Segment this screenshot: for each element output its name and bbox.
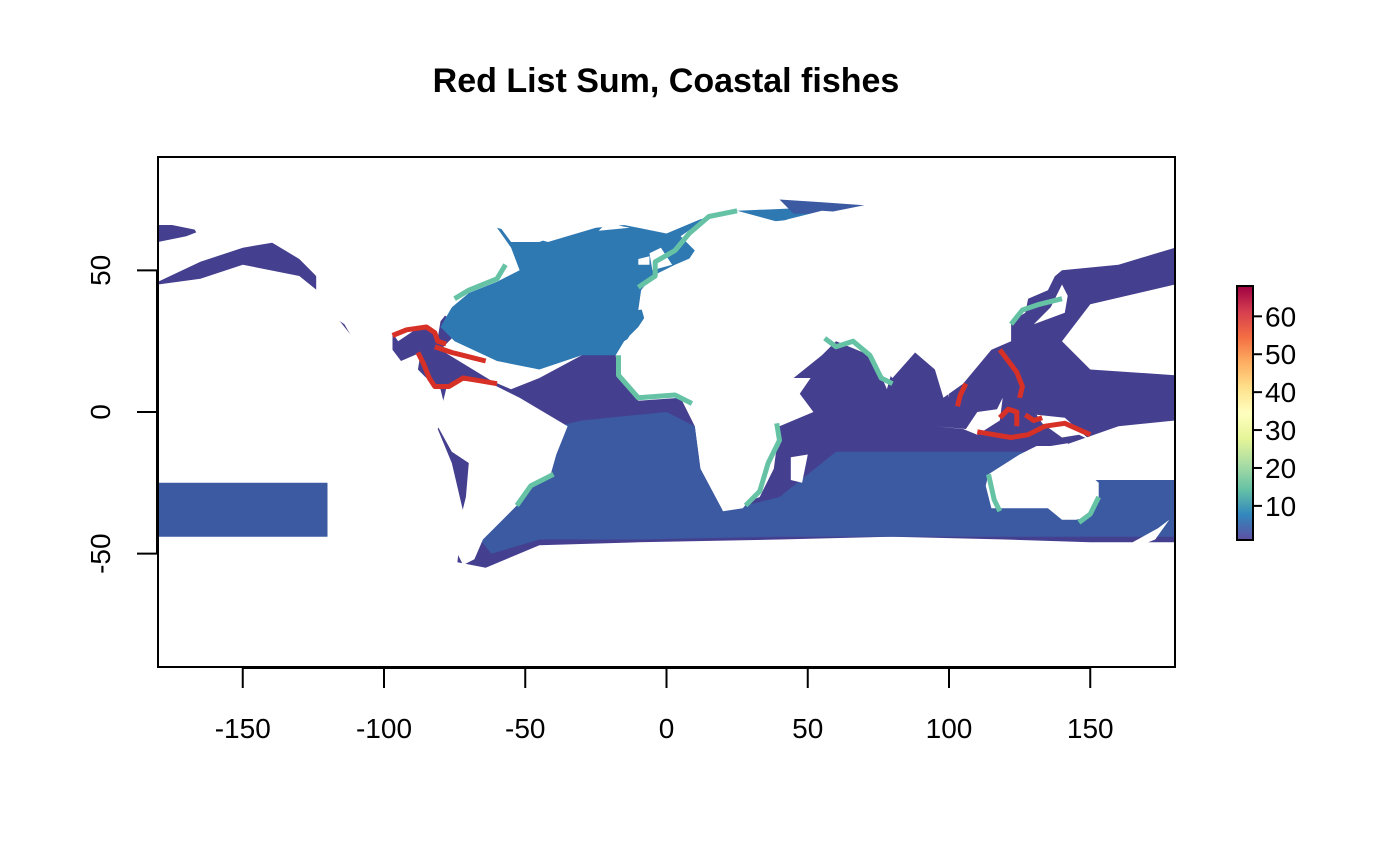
coastal-band-mid [514,472,555,507]
coastal-band-high [997,348,1025,399]
x-tick-label: 50 [792,713,823,744]
coastal-band-mid [616,355,694,406]
ocean-region-low [158,225,201,242]
land-mask [985,443,1099,520]
land-mask [598,225,630,231]
coastal-band-high [1023,412,1043,423]
coastal-band-mid [453,263,508,301]
colorbar-ticks: 10 20 30 40 50 60 [1254,301,1296,522]
land-mask [158,208,187,225]
land-mask [191,202,509,390]
x-tick-label: 150 [1067,713,1114,744]
land-mask [790,454,808,483]
land-mask [1132,519,1170,546]
colorbar-tick-label: 20 [1265,453,1296,484]
coastal-band-high [434,344,487,364]
coastal-band-mid [1077,495,1101,525]
coastal-band-mid [743,422,782,508]
land-mask [638,256,650,265]
coastal-band-mid [823,336,894,386]
ocean-region-mid [158,482,328,537]
colorbar-tick-label: 30 [1265,415,1296,446]
ocean-region-north-atlantic [440,208,822,370]
land-mask [1036,414,1091,441]
land-mask [638,202,1175,398]
x-tick-label: -150 [215,713,271,744]
coastal-band-mid [986,473,1003,513]
colorbar-tick-label: 10 [1265,491,1296,522]
x-tick-label: 0 [659,713,675,744]
colorbar [1236,285,1254,541]
colorbar-tick-label: 40 [1265,377,1296,408]
y-tick-label: 50 [85,255,116,286]
coastal-band-high [955,382,969,407]
x-tick-label: -100 [356,713,412,744]
land-mask [1033,284,1068,325]
land-mask [934,397,1003,435]
chart-title: Red List Sum, Coastal fishes [433,62,900,100]
coastal-band-high [391,324,447,347]
land-mask [468,174,610,242]
ocean-region-barents [779,199,865,214]
colorbar-tick-label: 50 [1265,339,1296,370]
land-mask [437,380,568,565]
y-axis: -50 0 50 [85,255,158,574]
x-axis: -150 -100 -50 0 50 100 150 [215,667,1114,744]
y-tick-label: -50 [85,533,116,573]
x-tick-label: 100 [926,713,973,744]
colorbar-tick-label: 60 [1265,301,1296,332]
x-tick-label: -50 [505,713,545,744]
coastal-band-high [976,420,1092,440]
coastal-band-high [998,406,1020,427]
ocean-region-mid [468,412,1175,554]
coastal-band-mid [636,208,738,290]
raster-map [158,174,1175,568]
coastal-band-high [415,351,498,389]
coastal-band-mid [1009,296,1063,326]
y-tick-label: 0 [85,404,116,420]
land-mask [618,307,811,512]
